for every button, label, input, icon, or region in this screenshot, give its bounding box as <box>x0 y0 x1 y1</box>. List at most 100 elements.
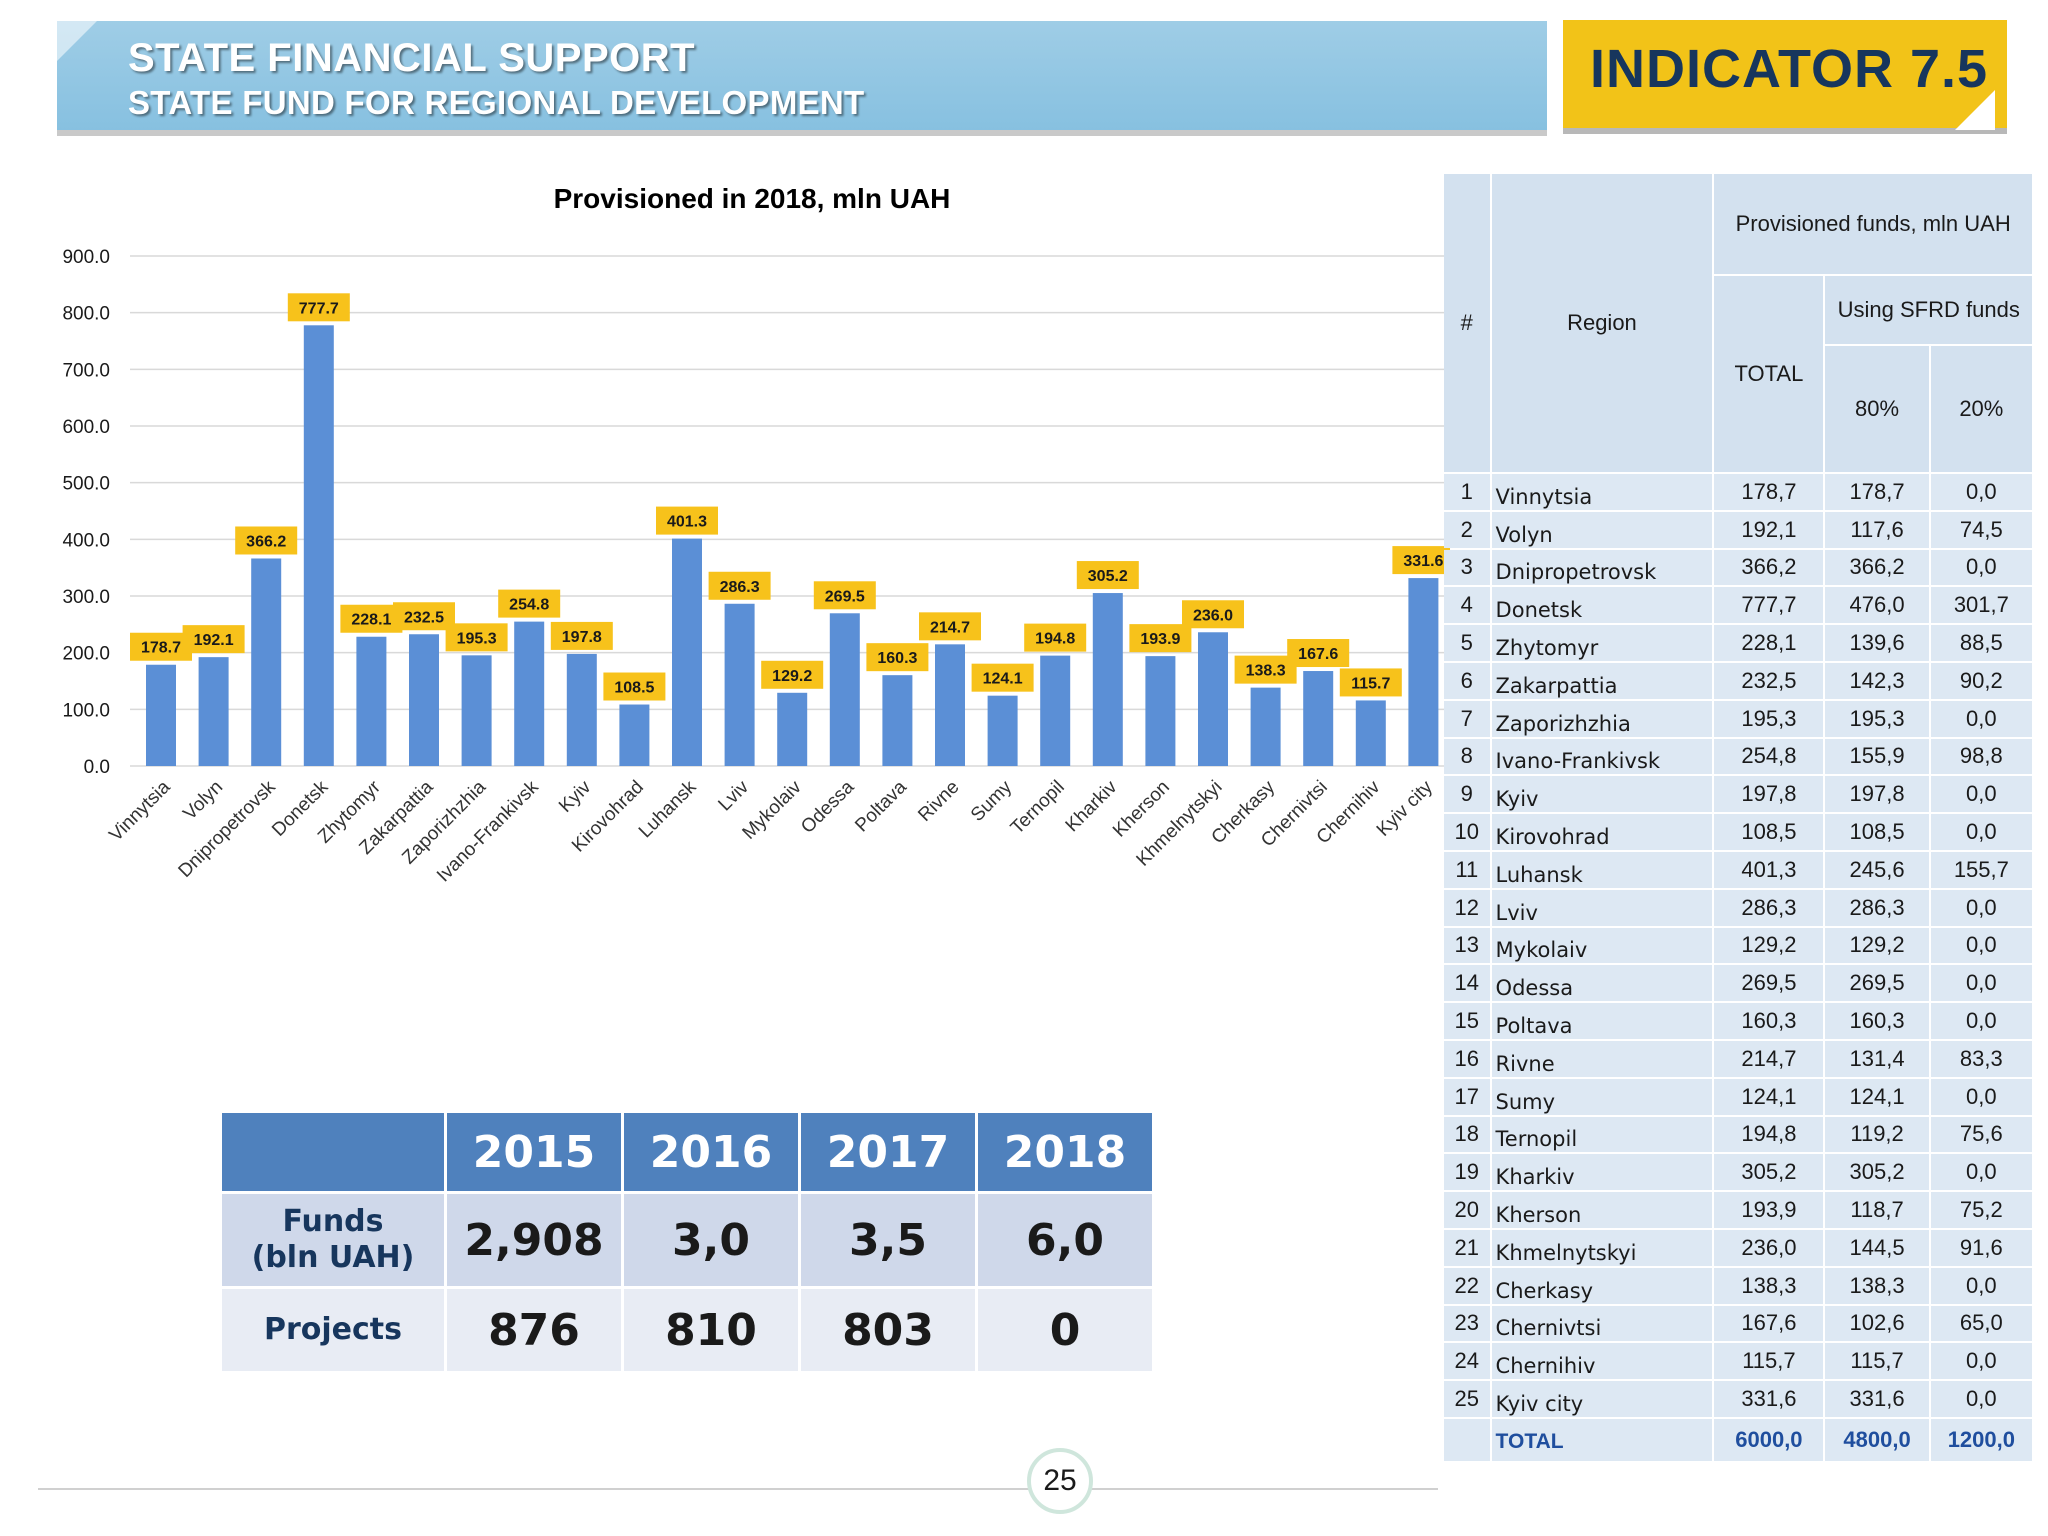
row-region: Zhytomyr <box>1491 625 1713 661</box>
chart-value-labels: 178.7 192.1 366.2 777.7 228.1 232.5 195.3 254.8… <box>130 293 1450 701</box>
bar <box>935 644 965 766</box>
x-category-label: Volyn <box>179 777 227 825</box>
value-label: 777.7 <box>287 293 350 322</box>
bar <box>882 675 913 766</box>
header-using-sfrd: Using SFRD funds <box>1825 276 2032 344</box>
value-label: 305.2 <box>1076 561 1139 590</box>
x-category-label: Rivne <box>914 777 963 826</box>
projects-2015: 876 <box>447 1289 621 1371</box>
value-label-background <box>445 623 508 652</box>
chart-title: Provisioned in 2018, mln UAH <box>554 183 951 214</box>
indicator-label: INDICATOR 7.5 <box>1590 39 1989 99</box>
header-20-percent: 20% <box>1930 346 2032 472</box>
row-total: 193,9 <box>1714 1192 1824 1228</box>
value-label: 254.8 <box>498 589 561 618</box>
row-region: Odessa <box>1491 965 1713 1002</box>
value-label-text: 286.3 <box>720 579 760 596</box>
value-label: 124.1 <box>971 663 1034 692</box>
x-category-label: Kyiv <box>555 776 596 817</box>
row-total: 777,7 <box>1714 587 1824 624</box>
value-label: 228.1 <box>340 604 403 633</box>
row-region: Kyiv <box>1491 776 1713 813</box>
y-tick-label: 200.0 <box>62 644 110 665</box>
bar <box>1145 656 1176 766</box>
summary-year-2016: 2016 <box>624 1113 798 1191</box>
value-label-text: 193.9 <box>1140 631 1180 648</box>
value-label-background <box>1234 655 1297 684</box>
value-label-text: 129.2 <box>772 668 812 685</box>
row-total: 197,8 <box>1714 776 1824 813</box>
row-20-percent: 0,0 <box>1930 1343 2032 1380</box>
total-row-80: 4800,0 <box>1825 1418 1929 1461</box>
row-total: 178,7 <box>1714 474 1824 510</box>
row-region: Dnipropetrovsk <box>1491 549 1713 586</box>
bar <box>356 636 387 766</box>
row-20-percent: 0,0 <box>1930 1078 2032 1115</box>
bar <box>1040 655 1071 766</box>
bar <box>1092 593 1123 766</box>
row-20-percent: 0,0 <box>1930 474 2032 510</box>
page-title: STATE FINANCIAL SUPPORT <box>128 36 696 80</box>
x-axis-categories: Vinnytsia VolynDnipropetrovskDonetskZhyto… <box>105 776 1437 886</box>
total-row-label: TOTAL <box>1491 1418 1713 1461</box>
header-banner <box>57 21 1547 134</box>
row-total: 160,3 <box>1714 1003 1824 1039</box>
row-20-percent: 75,2 <box>1930 1192 2032 1228</box>
row-number: 25 <box>1444 1381 1490 1417</box>
row-20-percent: 301,7 <box>1930 587 2032 624</box>
row-region: Khmelnytskyi <box>1491 1229 1713 1266</box>
bar <box>566 653 597 766</box>
row-region: Volyn <box>1491 511 1713 548</box>
row-total: 192,1 <box>1714 511 1824 548</box>
projects-2017: 803 <box>801 1289 975 1371</box>
row-20-percent: 0,0 <box>1930 549 2032 586</box>
banner-shadow <box>57 130 1547 136</box>
value-label-background <box>1182 600 1244 629</box>
region-row: 12 Lviv 286,3 286,3 0,0 <box>1444 889 2032 926</box>
row-number: 13 <box>1444 927 1490 964</box>
row-number: 6 <box>1444 662 1490 699</box>
row-region: Mykolaiv <box>1491 927 1713 964</box>
row-region: Chernihiv <box>1491 1343 1713 1380</box>
row-80-percent: 108,5 <box>1825 814 1929 850</box>
row-total: 366,2 <box>1714 549 1824 586</box>
chart-bars <box>146 325 1439 766</box>
value-label-background <box>393 602 455 631</box>
row-number: 15 <box>1444 1003 1490 1039</box>
row-number: 23 <box>1444 1305 1490 1342</box>
value-label-background <box>866 643 929 672</box>
total-row-number <box>1444 1418 1490 1461</box>
region-row: 20 Kherson 193,9 118,7 75,2 <box>1444 1192 2032 1228</box>
row-80-percent: 131,4 <box>1825 1040 1929 1077</box>
value-label: 194.8 <box>1024 623 1087 652</box>
header-number: # <box>1444 174 1490 472</box>
row-total: 195,3 <box>1714 700 1824 737</box>
funds-row-label: Funds (bln UAH) <box>222 1194 444 1286</box>
bar <box>829 613 860 766</box>
row-total: 232,5 <box>1714 662 1824 699</box>
value-label-text: 214.7 <box>930 619 970 636</box>
row-number: 1 <box>1444 474 1490 510</box>
indicator-fold-corner <box>1955 90 1995 130</box>
value-label-background <box>1076 561 1139 590</box>
value-label-text: 138.3 <box>1246 663 1286 680</box>
row-80-percent: 269,5 <box>1825 965 1929 1002</box>
row-total: 108,5 <box>1714 814 1824 850</box>
projects-2016: 810 <box>624 1289 798 1371</box>
page-number: 25 <box>1027 1448 1093 1514</box>
row-number: 7 <box>1444 700 1490 737</box>
y-tick-label: 400.0 <box>62 530 110 551</box>
header-provisioned-funds: Provisioned funds, mln UAH <box>1714 174 2032 274</box>
bar <box>1250 687 1281 766</box>
value-label-background <box>1339 668 1402 697</box>
summary-funds-row: Funds (bln UAH) 2,908 3,0 3,5 6,0 <box>222 1194 1152 1286</box>
bar <box>146 664 176 766</box>
row-20-percent: 0,0 <box>1930 700 2032 737</box>
value-label: 401.3 <box>656 506 718 535</box>
funds-label-line1: Funds <box>282 1204 384 1239</box>
row-region: Sumy <box>1491 1078 1713 1115</box>
region-row: 2 Volyn 192,1 117,6 74,5 <box>1444 511 2032 548</box>
value-label-text: 777.7 <box>299 300 339 317</box>
y-tick-label: 0.0 <box>84 757 110 778</box>
value-label: 366.2 <box>235 526 298 555</box>
